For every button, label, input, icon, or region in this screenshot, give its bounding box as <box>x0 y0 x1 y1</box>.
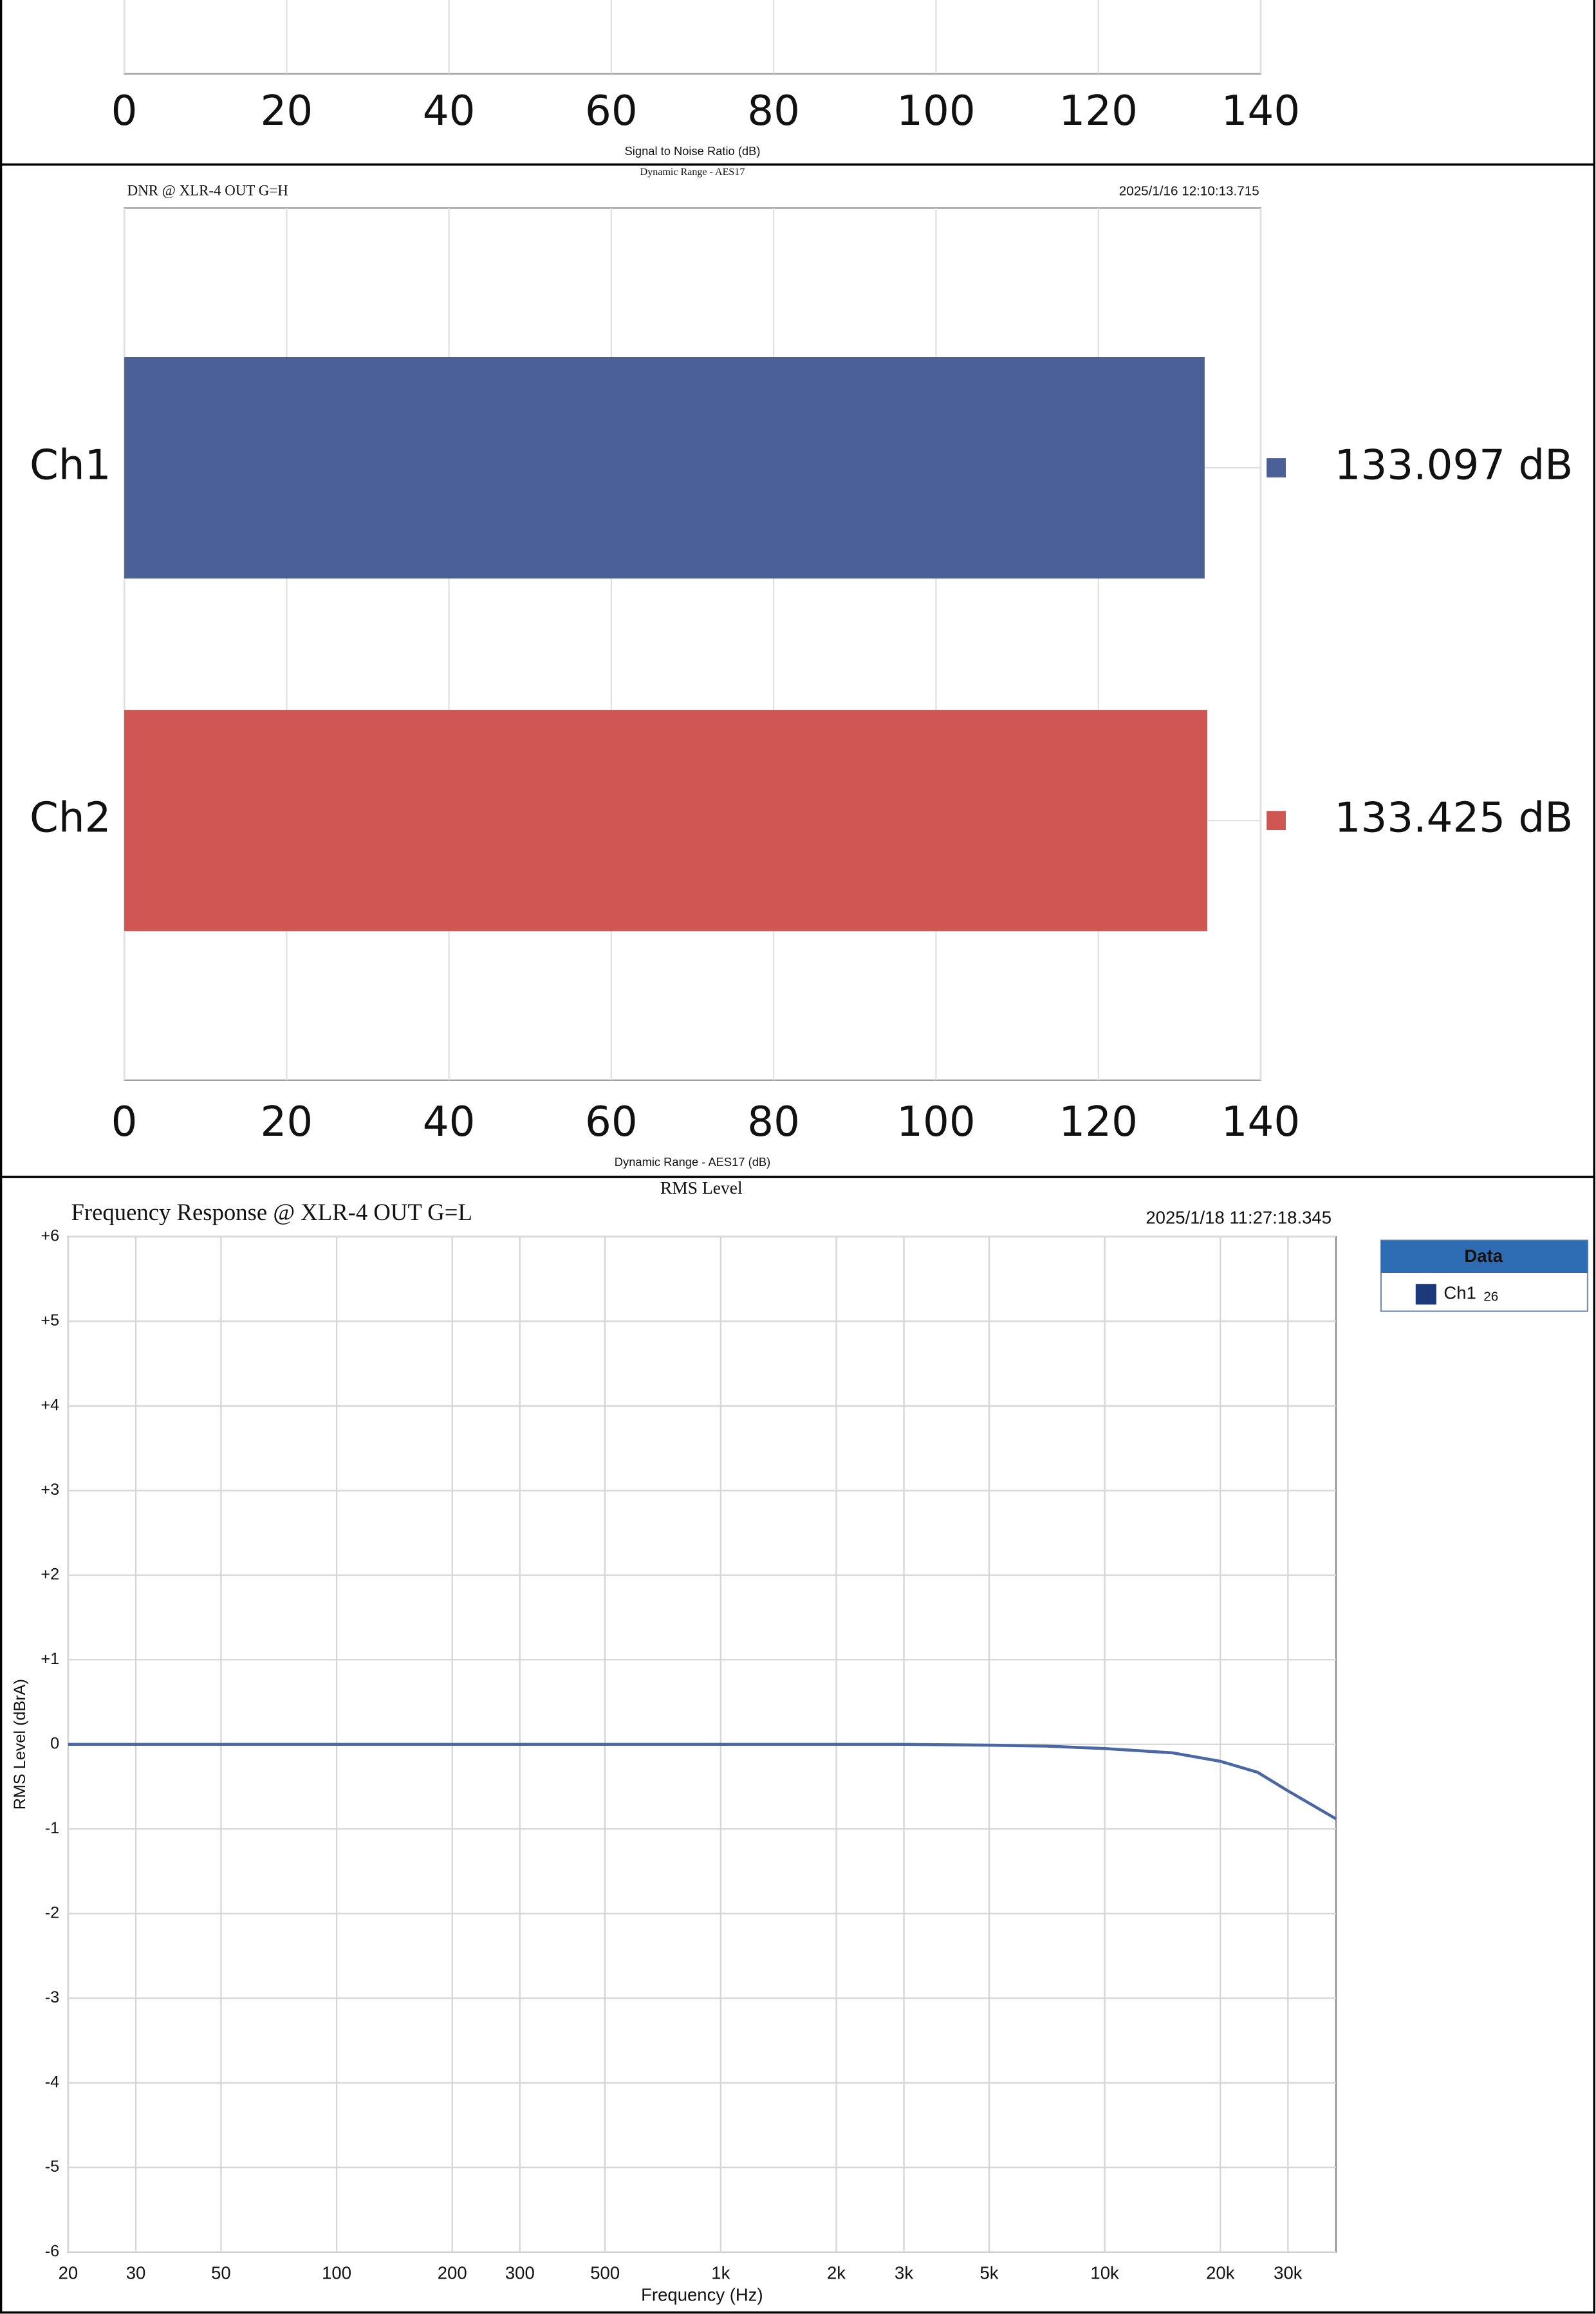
x-tick-label: 20 <box>59 2263 79 2282</box>
plot-area <box>123 207 1262 1081</box>
y-tick-label: -6 <box>45 2242 59 2260</box>
y-axis-label: RMS Level (dBrA) <box>11 1679 29 1810</box>
value-label: 133.097 dB <box>1335 441 1573 490</box>
legend-note: 26 <box>1483 1289 1498 1304</box>
x-tick-label: 0 <box>111 1098 138 1146</box>
x-tick-label: 3k <box>895 2263 913 2282</box>
y-tick-label: -5 <box>45 2158 59 2176</box>
x-tick-label: 300 <box>505 2263 535 2282</box>
x-tick-label: 20 <box>260 87 313 135</box>
x-axis-label: Signal to Noise Ratio (dB) <box>625 144 761 158</box>
timestamp: 2025/1/18 11:27:18.345 <box>1146 1208 1332 1228</box>
y-tick-label: +2 <box>41 1565 59 1583</box>
x-tick-label: 2k <box>827 2263 846 2282</box>
value-label: 133.425 dB <box>1335 794 1573 842</box>
x-tick-label: 10k <box>1090 2263 1119 2282</box>
legend-swatch <box>1415 1284 1436 1305</box>
x-tick-label: 140 <box>1221 1098 1301 1146</box>
x-tick-label: 1k <box>711 2263 730 2282</box>
y-tick-label: 0 <box>50 1734 59 1752</box>
x-tick-label: 20k <box>1206 2263 1235 2282</box>
y-tick-label: +4 <box>41 1396 59 1414</box>
legend-label: Ch1 <box>1443 1283 1476 1303</box>
chart-header: Dynamic Range - AES17 <box>640 167 745 178</box>
x-tick-label: 100 <box>896 1098 976 1146</box>
x-tick-label: 80 <box>747 1098 800 1146</box>
y-tick-label: -4 <box>45 2073 59 2091</box>
x-tick-label: 40 <box>423 87 476 135</box>
x-axis-label: Frequency (Hz) <box>641 2285 763 2305</box>
chart-title: Frequency Response @ XLR-4 OUT G=L <box>71 1199 472 1225</box>
x-tick-label: 0 <box>111 87 138 135</box>
legend-title: Data <box>1464 1246 1503 1266</box>
panel-frame <box>0 1176 1595 2314</box>
y-tick-label: -1 <box>45 1819 59 1837</box>
x-tick-label: 30 <box>126 2263 146 2282</box>
legend-swatch <box>1267 458 1286 477</box>
x-tick-label: 50 <box>211 2263 231 2282</box>
x-tick-label: 60 <box>585 87 638 135</box>
legend-swatch <box>1267 811 1286 831</box>
timestamp: 2025/1/16 12:10:13.715 <box>1119 184 1259 199</box>
x-tick-label: 100 <box>896 87 976 135</box>
y-tick-label: +3 <box>41 1481 59 1499</box>
x-tick-label: 120 <box>1059 87 1138 135</box>
x-tick-label: 140 <box>1221 87 1301 135</box>
x-tick-label: 500 <box>590 2263 620 2282</box>
x-axis-label: Dynamic Range - AES17 (dB) <box>615 1155 770 1169</box>
chart-title: DNR @ XLR-4 OUT G=H <box>127 182 288 198</box>
y-tick-label: +1 <box>41 1650 59 1668</box>
bar <box>124 710 1208 932</box>
x-tick-label: 200 <box>438 2263 467 2282</box>
legend-header <box>1380 1240 1588 1273</box>
chart-header: RMS Level <box>660 1178 743 1198</box>
plot-area <box>123 0 1262 75</box>
y-tick-label: +6 <box>41 1226 59 1245</box>
x-tick-label: 30k <box>1274 2263 1303 2282</box>
x-tick-label: 5k <box>979 2263 998 2282</box>
x-tick-label: 100 <box>322 2263 351 2282</box>
x-tick-label: 80 <box>747 87 800 135</box>
y-tick-label: -3 <box>45 1988 59 2006</box>
bar <box>124 356 1205 578</box>
x-tick-label: 60 <box>585 1098 638 1146</box>
series-line <box>68 1743 1337 1820</box>
x-tick-label: 20 <box>260 1098 313 1146</box>
x-tick-label: 120 <box>1059 1098 1138 1146</box>
y-tick-label: +5 <box>41 1311 59 1329</box>
y-tick-label: -2 <box>45 1903 59 1921</box>
category-label: Ch1 <box>30 441 111 490</box>
x-tick-label: 40 <box>423 1098 476 1146</box>
category-label: Ch2 <box>30 794 111 842</box>
